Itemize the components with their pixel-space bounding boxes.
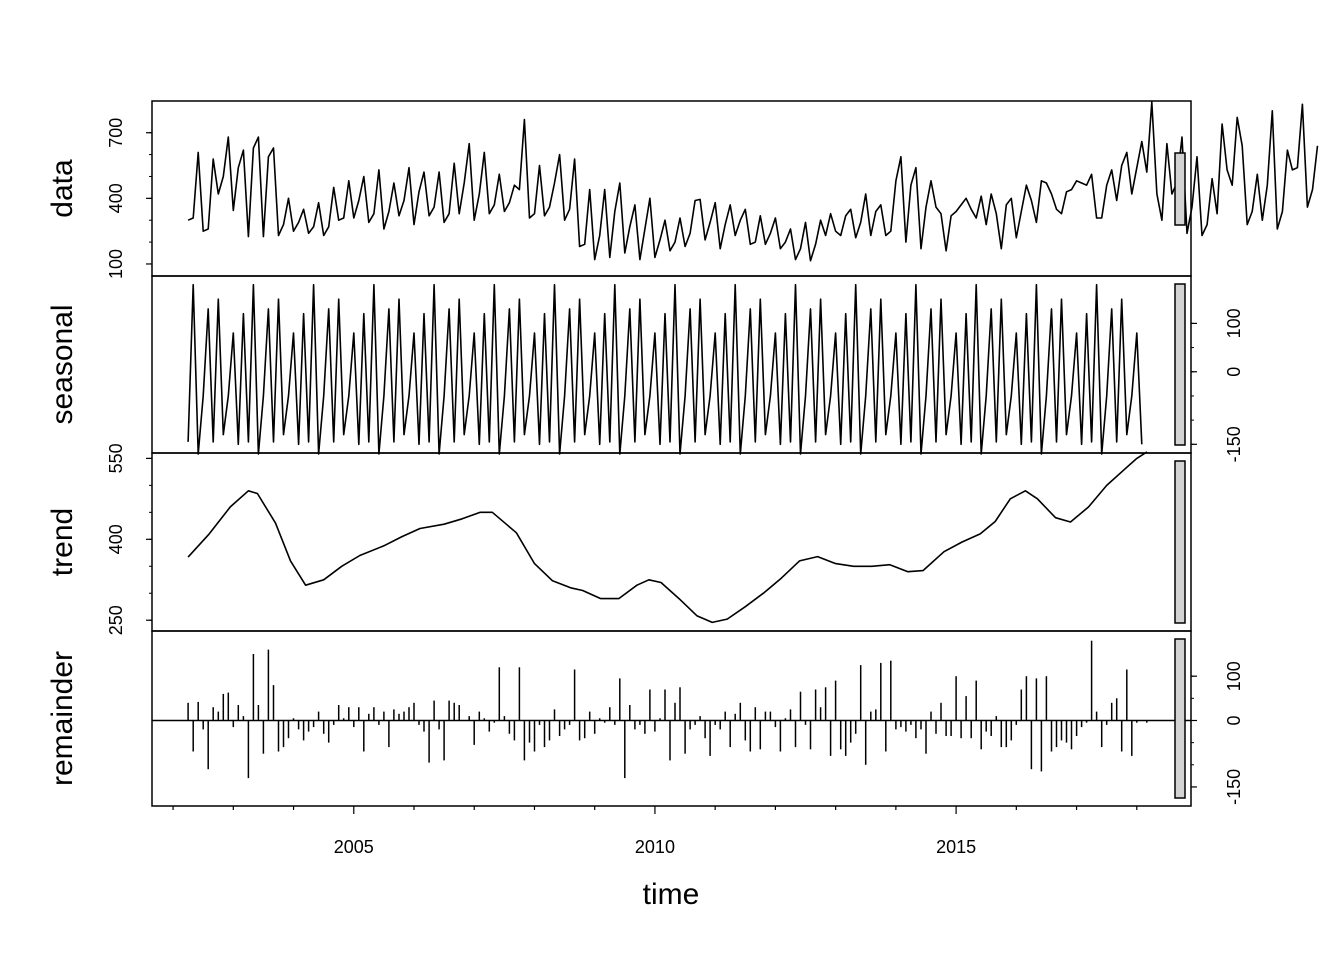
trend-y-tick-label: 400	[106, 524, 126, 554]
remainder-y-tick-label: 0	[1224, 715, 1244, 725]
data-y-tick-label: 100	[106, 249, 126, 279]
trend-y-tick-label: 250	[106, 605, 126, 635]
remainder-panel-frame	[151, 630, 1192, 807]
x-tick-label: 2015	[936, 837, 976, 857]
trend-series-line	[187, 451, 1148, 624]
panel-seasonal: -150 0 100 seasonal	[46, 275, 1244, 462]
data-series-line	[187, 101, 1319, 262]
data-scale-bar	[1174, 152, 1186, 226]
remainder-y-tick-label: -150	[1224, 769, 1244, 805]
remainder-panel-label: remainder	[46, 651, 79, 786]
seasonal-y-tick-label: -150	[1224, 426, 1244, 462]
x-tick-label: 2005	[334, 837, 374, 857]
trend-panel-frame	[151, 452, 1192, 632]
x-tick-label: 2010	[635, 837, 675, 857]
data-panel-label: data	[46, 159, 79, 218]
x-axis-title: time	[643, 878, 700, 911]
panels: 100 400 700 data -150 0 100 seasonal 250 400 550 tr…	[46, 100, 1319, 807]
remainder-y-tick-label: 100	[1224, 661, 1244, 691]
seasonal-y-tick-label: 0	[1224, 367, 1244, 377]
data-y-tick-label: 700	[106, 118, 126, 148]
remainder-scale-bar	[1174, 638, 1186, 799]
panel-data: 100 400 700 data	[46, 100, 1319, 279]
seasonal-y-tick-label: 100	[1224, 308, 1244, 338]
panel-remainder: -150 0 100 remainder	[46, 630, 1244, 807]
x-axis: 2005 2010 2015	[172, 806, 1138, 857]
trend-y-tick-label: 550	[106, 443, 126, 473]
seasonal-series-line	[187, 283, 1143, 455]
panel-trend: 250 400 550 trend	[46, 443, 1192, 635]
seasonal-panel-label: seasonal	[46, 304, 79, 424]
seasonal-scale-bar	[1174, 283, 1186, 446]
trend-scale-bar	[1174, 460, 1186, 624]
data-y-tick-label: 400	[106, 183, 126, 213]
trend-panel-label: trend	[46, 508, 79, 576]
